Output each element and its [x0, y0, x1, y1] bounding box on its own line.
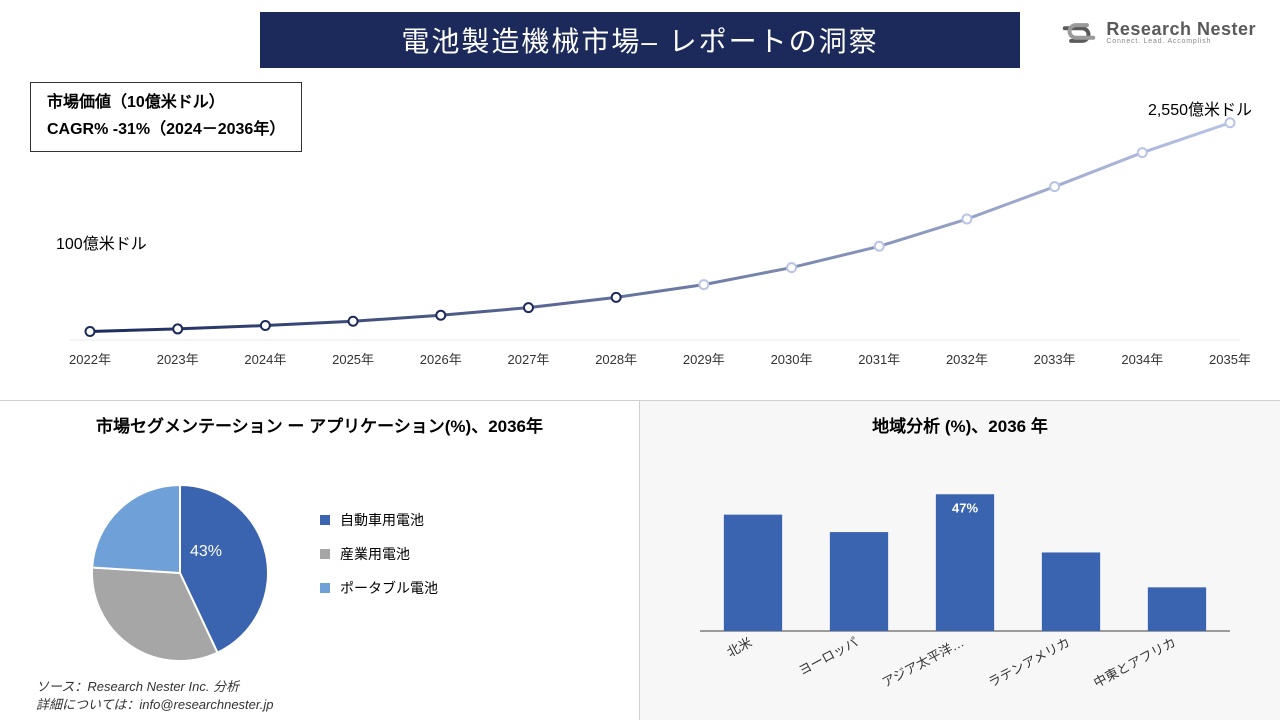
- svg-text:2026年: 2026年: [420, 352, 462, 367]
- brand-logo: Research Nester Connect. Lead. Accomplis…: [1060, 20, 1256, 45]
- svg-text:2034年: 2034年: [1121, 352, 1163, 367]
- growth-line-chart: 2022年 2023年 2024年 2025年 2026年 2027年 2028年 2029年…: [40, 90, 1250, 380]
- bottom-panels: 市場セグメンテーション ー アプリケーション(%)、2036年 43% 自動車用…: [0, 400, 1280, 720]
- title-banner: 電池製造機械市場– レポートの洞察: [260, 12, 1020, 68]
- svg-text:北米: 北米: [724, 634, 754, 659]
- pie-legend: 自動車用電池 産業用電池 ポータブル電池: [320, 496, 438, 612]
- svg-text:2029年: 2029年: [683, 352, 725, 367]
- pie-percent-label: 43%: [190, 543, 222, 561]
- region-bar-chart: 北米 ヨーロッパ 47% アジア太平洋… ラテンアメリカ中東とアフリカ: [680, 461, 1240, 691]
- svg-text:2025年: 2025年: [332, 352, 374, 367]
- logo-icon: [1060, 21, 1098, 45]
- footer-source: ソース：Research Nester Inc. 分析: [36, 678, 273, 696]
- legend-swatch: [320, 549, 330, 559]
- svg-text:ラテンアメリカ: ラテンアメリカ: [986, 634, 1073, 690]
- svg-text:ヨーロッパ: ヨーロッパ: [796, 634, 860, 678]
- region-panel: 地域分析 (%)、2036 年 北米 ヨーロッパ 47% アジア太平洋… ラテンアメリカ…: [640, 400, 1280, 720]
- svg-text:2031年: 2031年: [858, 352, 900, 367]
- svg-text:中東とアフリカ: 中東とアフリカ: [1091, 634, 1178, 690]
- svg-text:2028年: 2028年: [595, 352, 637, 367]
- legend-label: 自動車用電池: [340, 510, 424, 530]
- svg-text:2024年: 2024年: [244, 352, 286, 367]
- svg-text:2030年: 2030年: [771, 352, 813, 367]
- legend-swatch: [320, 583, 330, 593]
- header: 電池製造機械市場– レポートの洞察 Research Nester Connec…: [0, 0, 1280, 70]
- legend-item: 自動車用電池: [320, 510, 438, 530]
- svg-text:2023年: 2023年: [157, 352, 199, 367]
- legend-label: 産業用電池: [340, 544, 410, 564]
- legend-item: ポータブル電池: [320, 578, 438, 598]
- legend-label: ポータブル電池: [340, 578, 438, 598]
- svg-text:アジア太平洋…: アジア太平洋…: [879, 634, 966, 690]
- logo-title: Research Nester: [1106, 20, 1256, 38]
- svg-text:2022年: 2022年: [69, 352, 111, 367]
- bar-title: 地域分析 (%)、2036 年: [640, 413, 1280, 440]
- svg-text:47%: 47%: [952, 500, 978, 515]
- segmentation-panel: 市場セグメンテーション ー アプリケーション(%)、2036年 43% 自動車用…: [0, 400, 640, 720]
- footer-contact: 詳細については：info@researchnester.jp: [36, 696, 273, 714]
- pie-chart: 43%: [90, 483, 270, 663]
- legend-swatch: [320, 515, 330, 525]
- source-footer: ソース：Research Nester Inc. 分析 詳細については：info…: [36, 678, 273, 714]
- svg-text:2033年: 2033年: [1034, 352, 1076, 367]
- svg-text:2035年: 2035年: [1209, 352, 1250, 367]
- svg-text:2027年: 2027年: [508, 352, 550, 367]
- logo-tagline: Connect. Lead. Accomplish: [1106, 38, 1256, 45]
- legend-item: 産業用電池: [320, 544, 438, 564]
- svg-text:2032年: 2032年: [946, 352, 988, 367]
- pie-title: 市場セグメンテーション ー アプリケーション(%)、2036年: [0, 413, 639, 440]
